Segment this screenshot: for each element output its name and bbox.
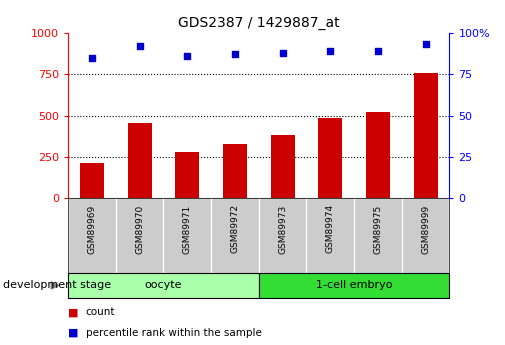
- Text: ■: ■: [68, 307, 79, 317]
- Text: GSM89970: GSM89970: [135, 204, 144, 254]
- Text: GSM89971: GSM89971: [183, 204, 192, 254]
- Text: percentile rank within the sample: percentile rank within the sample: [86, 328, 262, 338]
- Bar: [259, 273, 449, 298]
- Text: GSM89969: GSM89969: [87, 204, 96, 254]
- Point: [422, 42, 430, 47]
- Bar: [128, 123, 152, 198]
- Text: oocyte: oocyte: [145, 280, 182, 290]
- Point: [183, 53, 191, 59]
- Bar: [366, 112, 390, 198]
- Text: GSM89972: GSM89972: [230, 204, 239, 254]
- Bar: [175, 152, 199, 198]
- Text: GSM89975: GSM89975: [374, 204, 382, 254]
- Text: GSM89974: GSM89974: [326, 204, 335, 254]
- Title: GDS2387 / 1429887_at: GDS2387 / 1429887_at: [178, 16, 340, 30]
- Point: [326, 48, 334, 54]
- Text: 1-cell embryo: 1-cell embryo: [316, 280, 392, 290]
- Bar: [223, 144, 247, 198]
- Point: [231, 51, 239, 57]
- Point: [279, 50, 287, 56]
- Text: ■: ■: [68, 328, 79, 338]
- Point: [88, 55, 96, 60]
- Text: GSM89973: GSM89973: [278, 204, 287, 254]
- Bar: [80, 163, 104, 198]
- Text: count: count: [86, 307, 115, 317]
- Point: [136, 43, 144, 49]
- Bar: [318, 118, 342, 198]
- Bar: [414, 73, 437, 198]
- Text: development stage: development stage: [3, 280, 111, 290]
- Point: [374, 48, 382, 54]
- Bar: [271, 135, 294, 198]
- Bar: [68, 273, 259, 298]
- Text: GSM89999: GSM89999: [421, 204, 430, 254]
